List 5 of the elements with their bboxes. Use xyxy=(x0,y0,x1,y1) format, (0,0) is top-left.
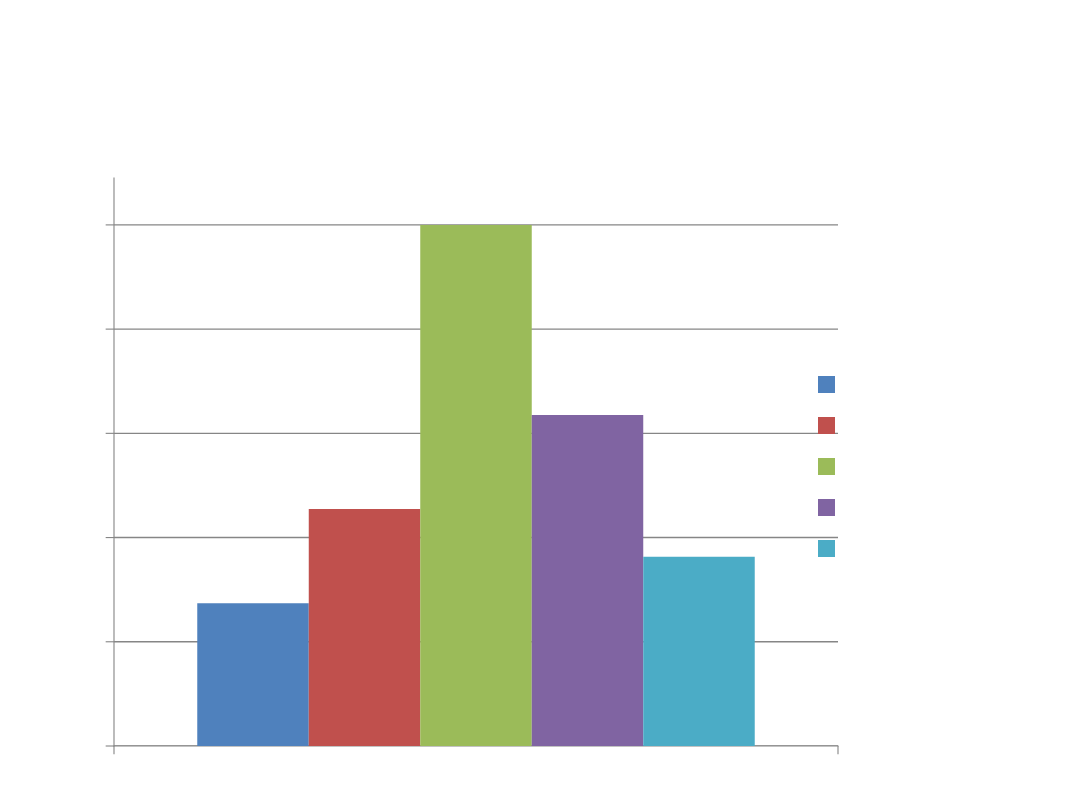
bar xyxy=(197,603,309,746)
bar xyxy=(308,508,421,746)
bar xyxy=(531,415,644,746)
bar xyxy=(420,224,532,746)
bar xyxy=(643,556,755,746)
